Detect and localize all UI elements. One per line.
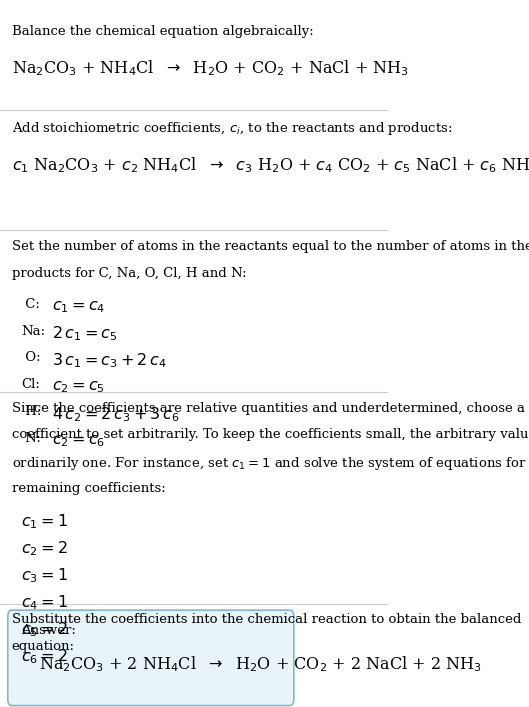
Text: C:: C: <box>21 298 40 310</box>
Text: Answer:: Answer: <box>21 624 76 637</box>
Text: Cl:: Cl: <box>21 378 40 391</box>
Text: $c_2 = 2$: $c_2 = 2$ <box>21 539 68 558</box>
Text: $4\,c_2 = 2\,c_3 + 3\,c_6$: $4\,c_2 = 2\,c_3 + 3\,c_6$ <box>52 405 180 423</box>
Text: $c_5 = 2$: $c_5 = 2$ <box>21 620 68 638</box>
Text: $2\,c_1 = c_5$: $2\,c_1 = c_5$ <box>52 325 118 343</box>
Text: N:: N: <box>21 432 41 445</box>
Text: $c_2 = c_5$: $c_2 = c_5$ <box>52 378 105 395</box>
FancyBboxPatch shape <box>8 610 294 706</box>
Text: $c_1 = 1$: $c_1 = 1$ <box>21 513 68 531</box>
Text: Balance the chemical equation algebraically:: Balance the chemical equation algebraica… <box>12 25 313 37</box>
Text: coefficient to set arbitrarily. To keep the coefficients small, the arbitrary va: coefficient to set arbitrarily. To keep … <box>12 428 529 441</box>
Text: $c_1$ Na$_2$CO$_3$ + $c_2$ NH$_4$Cl  $\rightarrow$  $c_3$ H$_2$O + $c_4$ CO$_2$ : $c_1$ Na$_2$CO$_3$ + $c_2$ NH$_4$Cl $\ri… <box>12 156 529 175</box>
Text: $c_3 = 1$: $c_3 = 1$ <box>21 566 68 585</box>
Text: Na:: Na: <box>21 325 45 337</box>
Text: Substitute the coefficients into the chemical reaction to obtain the balanced: Substitute the coefficients into the che… <box>12 613 521 626</box>
Text: remaining coefficients:: remaining coefficients: <box>12 482 166 495</box>
Text: Na$_2$CO$_3$ + 2 NH$_4$Cl  $\rightarrow$  H$_2$O + CO$_2$ + 2 NaCl + 2 NH$_3$: Na$_2$CO$_3$ + 2 NH$_4$Cl $\rightarrow$ … <box>39 654 481 674</box>
Text: products for C, Na, O, Cl, H and N:: products for C, Na, O, Cl, H and N: <box>12 267 246 280</box>
Text: $c_4 = 1$: $c_4 = 1$ <box>21 593 68 612</box>
Text: Add stoichiometric coefficients, $c_i$, to the reactants and products:: Add stoichiometric coefficients, $c_i$, … <box>12 120 452 137</box>
Text: equation:: equation: <box>12 640 75 653</box>
Text: H:: H: <box>21 405 42 418</box>
Text: Na$_2$CO$_3$ + NH$_4$Cl  $\rightarrow$  H$_2$O + CO$_2$ + NaCl + NH$_3$: Na$_2$CO$_3$ + NH$_4$Cl $\rightarrow$ H$… <box>12 59 408 78</box>
Text: $c_6 = 2$: $c_6 = 2$ <box>21 647 68 665</box>
Text: $c_1 = c_4$: $c_1 = c_4$ <box>52 298 105 315</box>
Text: O:: O: <box>21 351 41 364</box>
Text: Set the number of atoms in the reactants equal to the number of atoms in the: Set the number of atoms in the reactants… <box>12 240 529 253</box>
Text: $3\,c_1 = c_3 + 2\,c_4$: $3\,c_1 = c_3 + 2\,c_4$ <box>52 351 167 370</box>
Text: ordinarily one. For instance, set $c_1 = 1$ and solve the system of equations fo: ordinarily one. For instance, set $c_1 =… <box>12 455 529 472</box>
Text: $c_2 = c_6$: $c_2 = c_6$ <box>52 432 105 449</box>
Text: Since the coefficients are relative quantities and underdetermined, choose a: Since the coefficients are relative quan… <box>12 402 525 414</box>
